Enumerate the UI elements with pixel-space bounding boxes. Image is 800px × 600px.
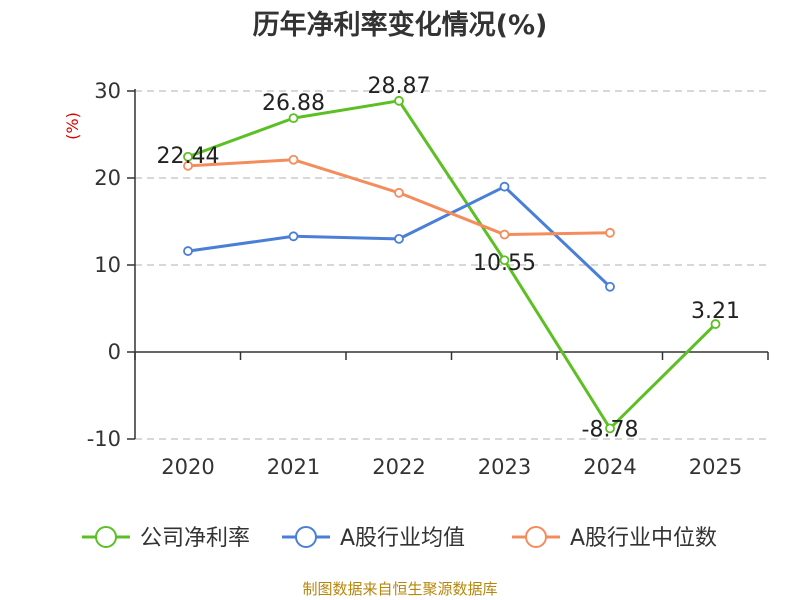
y-tick-label: 30 <box>94 79 121 103</box>
x-tick-label: 2022 <box>372 455 425 479</box>
y-tick-label: 10 <box>94 253 121 277</box>
series-layer <box>183 95 721 434</box>
data-point <box>288 154 299 165</box>
data-label: 10.55 <box>473 251 536 276</box>
data-label-layer: 22.44 26.88 28.87 10.55 -8.78 3.21 <box>157 74 740 443</box>
legend-label: A股行业中位数 <box>570 526 717 551</box>
data-point <box>605 227 615 238</box>
legend-item-2: A股行业均值 <box>282 526 465 551</box>
source-credit: 制图数据来自恒生聚源数据库 <box>302 580 497 598</box>
data-point <box>183 246 193 256</box>
x-tick-label: 2024 <box>583 455 636 479</box>
grid-layer <box>135 90 768 440</box>
data-point <box>288 113 299 124</box>
data-point <box>394 187 404 198</box>
data-point <box>710 319 721 329</box>
y-tick-label: -10 <box>87 427 121 451</box>
data-point <box>183 151 193 162</box>
legend-swatch-marker <box>295 526 317 548</box>
data-point <box>183 160 193 171</box>
data-point <box>394 233 404 244</box>
data-point <box>605 423 615 434</box>
data-point <box>605 281 615 292</box>
x-tick-label: 2023 <box>478 455 531 479</box>
series-1 <box>183 95 721 434</box>
legend-swatch-marker <box>525 526 547 548</box>
series-2 <box>183 181 615 292</box>
y-tick-label: 20 <box>94 166 121 190</box>
data-point <box>499 255 510 266</box>
legend-label: 公司净利率 <box>140 526 250 551</box>
x-tick-label: 2021 <box>267 455 320 479</box>
data-point <box>499 181 510 192</box>
legend-item-1: 公司净利率 <box>82 526 250 551</box>
chart-title: 历年净利率变化情况(%) <box>253 9 548 41</box>
y-tick-label: 0 <box>108 340 121 364</box>
x-tick-label: 2020 <box>161 455 214 479</box>
data-point <box>394 95 404 106</box>
data-label: 3.21 <box>691 299 740 324</box>
x-tick-label: 2025 <box>689 455 742 479</box>
legend-swatch-marker <box>95 526 117 548</box>
legend: 公司净利率 A股行业均值 A股行业中位数 <box>82 526 717 551</box>
legend-item-3: A股行业中位数 <box>512 526 717 551</box>
data-label: 28.87 <box>368 74 431 99</box>
series-3 <box>183 154 615 240</box>
data-label: 22.44 <box>157 144 220 169</box>
data-point <box>499 229 510 240</box>
legend-label: A股行业均值 <box>340 526 465 551</box>
data-label: 26.88 <box>262 91 325 116</box>
series-line <box>187 99 717 430</box>
data-point <box>288 231 299 242</box>
data-label: -8.78 <box>582 417 639 442</box>
axis-layer: 30 20 10 0 -10 2020 2021 2022 2023 2024 2025 <box>87 79 769 479</box>
y-axis-unit-label: (%) <box>63 112 82 140</box>
